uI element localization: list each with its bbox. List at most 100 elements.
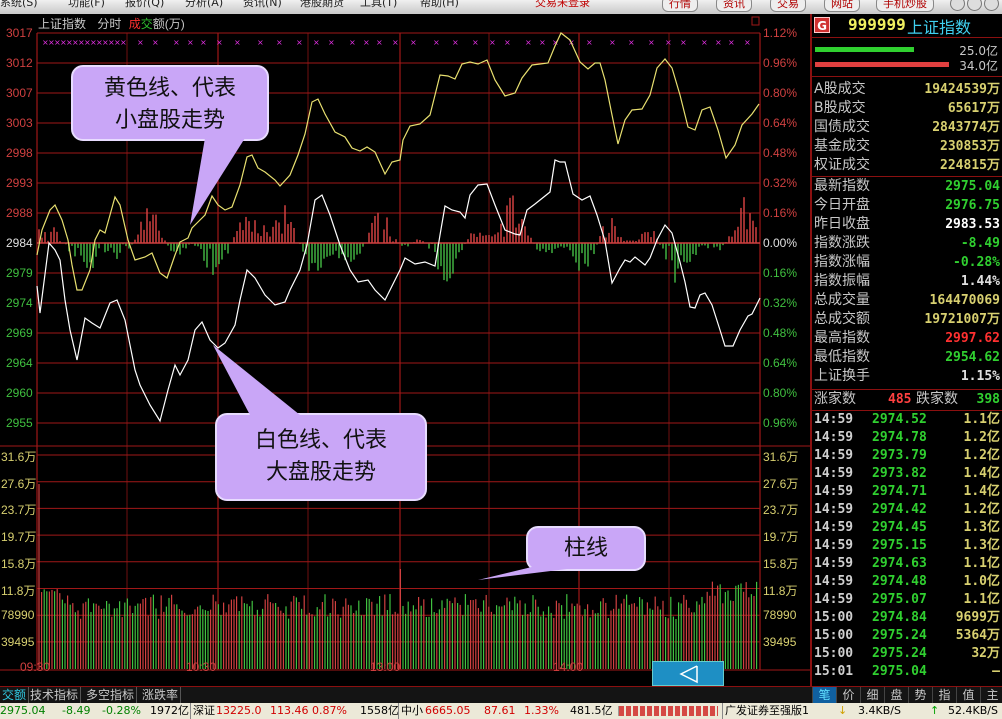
stat-label: 上证换手	[814, 368, 870, 384]
signal-marker: ×	[392, 38, 399, 47]
volume-tick-right: 23.7万	[763, 503, 799, 518]
stat-value: -0.28%	[953, 255, 1000, 270]
side-tab[interactable]: 指	[932, 687, 956, 703]
signal-marker: ×	[276, 38, 283, 47]
news-button[interactable]: 资讯	[716, 0, 752, 12]
signal-marker: ×	[152, 38, 159, 47]
tick-time: 14:59	[814, 412, 854, 427]
menu-quote[interactable]: 报价(Q)	[125, 0, 165, 9]
sh-pct: -0.28%	[102, 704, 141, 717]
menu-function[interactable]: 功能(F)	[68, 0, 105, 9]
side-tab[interactable]: 细	[860, 687, 884, 703]
tick-time: 14:59	[814, 574, 854, 589]
tick-row: 15:00 2975.24 5364万	[814, 627, 1002, 645]
signal-marker: ×	[433, 38, 440, 47]
side-tab[interactable]: 盘	[884, 687, 908, 703]
turnover-value: 230853万	[940, 139, 1000, 154]
stat-row: 最低指数 2954.62	[814, 348, 1002, 367]
callout-tails	[190, 138, 575, 580]
tick-row: 14:59 2973.79 1.2亿	[814, 447, 1002, 465]
price-tick: 2955	[6, 416, 33, 430]
stat-row: 昨日收盘 2983.53	[814, 215, 1002, 234]
chart-title: 上证指数	[38, 17, 87, 31]
side-tab[interactable]: 价	[836, 687, 860, 703]
quote-button[interactable]: 行情	[662, 0, 698, 12]
website-button[interactable]: 网站	[824, 0, 860, 12]
stat-row: 上证换手 1.15%	[814, 367, 1002, 386]
large-cap-line	[36, 159, 761, 423]
side-tab[interactable]: 值	[956, 687, 980, 703]
side-tab[interactable]: 笔	[812, 687, 836, 703]
signal-marker: ×	[680, 38, 687, 47]
tab-long-short[interactable]: 多空指标	[84, 687, 138, 703]
tab-advance-ratio[interactable]: 涨跌率	[140, 687, 182, 703]
stat-row: 总成交量 164470069	[814, 291, 1002, 310]
tick-amount: 1.2亿	[963, 502, 1000, 517]
menu-system[interactable]: 系统(S)	[0, 0, 38, 9]
signal-marker: ×	[200, 38, 207, 47]
mobile-button[interactable]: 手机炒股	[876, 0, 934, 12]
trade-button[interactable]: 交易	[770, 0, 806, 12]
tick-row: 14:59 2973.82 1.4亿	[814, 465, 1002, 483]
pct-tick: 0.96%	[763, 416, 798, 430]
price-tick: 2974	[6, 296, 33, 310]
signal-marker: ×	[609, 38, 616, 47]
side-tab[interactable]: 主	[980, 687, 1002, 703]
download-speed: 3.4KB/S	[858, 704, 901, 717]
pct-tick: 0.80%	[763, 86, 798, 100]
tick-amount: 1.1亿	[963, 412, 1000, 427]
tick-amount: 1.4亿	[963, 484, 1000, 499]
signal-marker: ×	[349, 38, 356, 47]
signal-marker: ×	[173, 38, 180, 47]
time-tick: 14:00	[553, 660, 584, 674]
turnover-value: 2843774万	[932, 120, 1000, 135]
collapse-panel-button[interactable]	[652, 661, 724, 686]
minimize-button[interactable]	[950, 0, 965, 11]
turnover-row: A股成交 19424539万	[814, 80, 1002, 99]
buy-volume-bar	[815, 47, 914, 52]
intraday-chart[interactable]: 上证指数 分时 成交额(万) × × × × × × × × × × × × × × × × × × × × × × × × ×…	[0, 14, 810, 686]
pct-tick: 0.32%	[763, 296, 798, 310]
callout-yellow-line: 黄色线、代表 小盘股走势	[71, 65, 269, 141]
tick-amount: 1.2亿	[963, 448, 1000, 463]
volume-tick-right: 31.6万	[763, 450, 799, 464]
signal-marker: ×	[102, 38, 109, 47]
side-tab[interactable]: 势	[908, 687, 932, 703]
tab-technical[interactable]: 技术指标	[28, 687, 82, 703]
price-tick: 2988	[6, 206, 33, 220]
signal-marker: ×	[60, 38, 67, 47]
tick-price: 2974.42	[872, 502, 927, 517]
menu-news[interactable]: 资讯(N)	[243, 0, 282, 9]
tick-price: 2974.71	[872, 484, 927, 499]
tick-amount: 1.4亿	[963, 466, 1000, 481]
menu-help[interactable]: 帮助(H)	[420, 0, 459, 9]
upload-arrow-icon: ↑	[930, 704, 940, 717]
sz-amount: 1558亿	[360, 704, 399, 717]
volume-tick-right: 78990	[763, 608, 797, 623]
maximize-chart-icon[interactable]	[751, 16, 760, 26]
menu-analysis[interactable]: 分析(A)	[185, 0, 224, 9]
pct-tick: 0.32%	[763, 176, 798, 190]
stat-label: 昨日收盘	[814, 216, 870, 232]
signal-marker: ×	[744, 38, 751, 47]
signal-marker: ×	[586, 38, 593, 47]
price-tick: 2979	[6, 266, 33, 280]
quote-panel: G 999999 上证指数 25.0亿 34.0亿 A股成交 19424539万 B…	[810, 14, 1002, 686]
turnover-row: 国债成交 2843774万	[814, 118, 1002, 137]
menu-hk-futures[interactable]: 港股期货	[300, 0, 344, 9]
menu-tools[interactable]: 工具(T)	[360, 0, 398, 9]
price-tick: 2984	[6, 236, 33, 250]
tab-amount[interactable]: 交额	[0, 687, 30, 703]
callout-bars: 柱线	[526, 526, 646, 571]
signal-marker: ×	[114, 38, 121, 47]
tick-row: 14:59 2974.52 1.1亿	[814, 411, 1002, 429]
chart-header: 上证指数 分时 成交额(万)	[38, 15, 185, 32]
tick-time: 14:59	[814, 448, 854, 463]
maximize-button[interactable]	[967, 0, 982, 11]
stat-row: 总成交额 19721007万	[814, 310, 1002, 329]
tick-price: 2973.79	[872, 448, 927, 463]
tick-time: 14:59	[814, 538, 854, 553]
stat-row: 指数涨跌 -8.49	[814, 234, 1002, 253]
close-button[interactable]	[984, 0, 999, 11]
signal-marker: ×	[296, 38, 303, 47]
